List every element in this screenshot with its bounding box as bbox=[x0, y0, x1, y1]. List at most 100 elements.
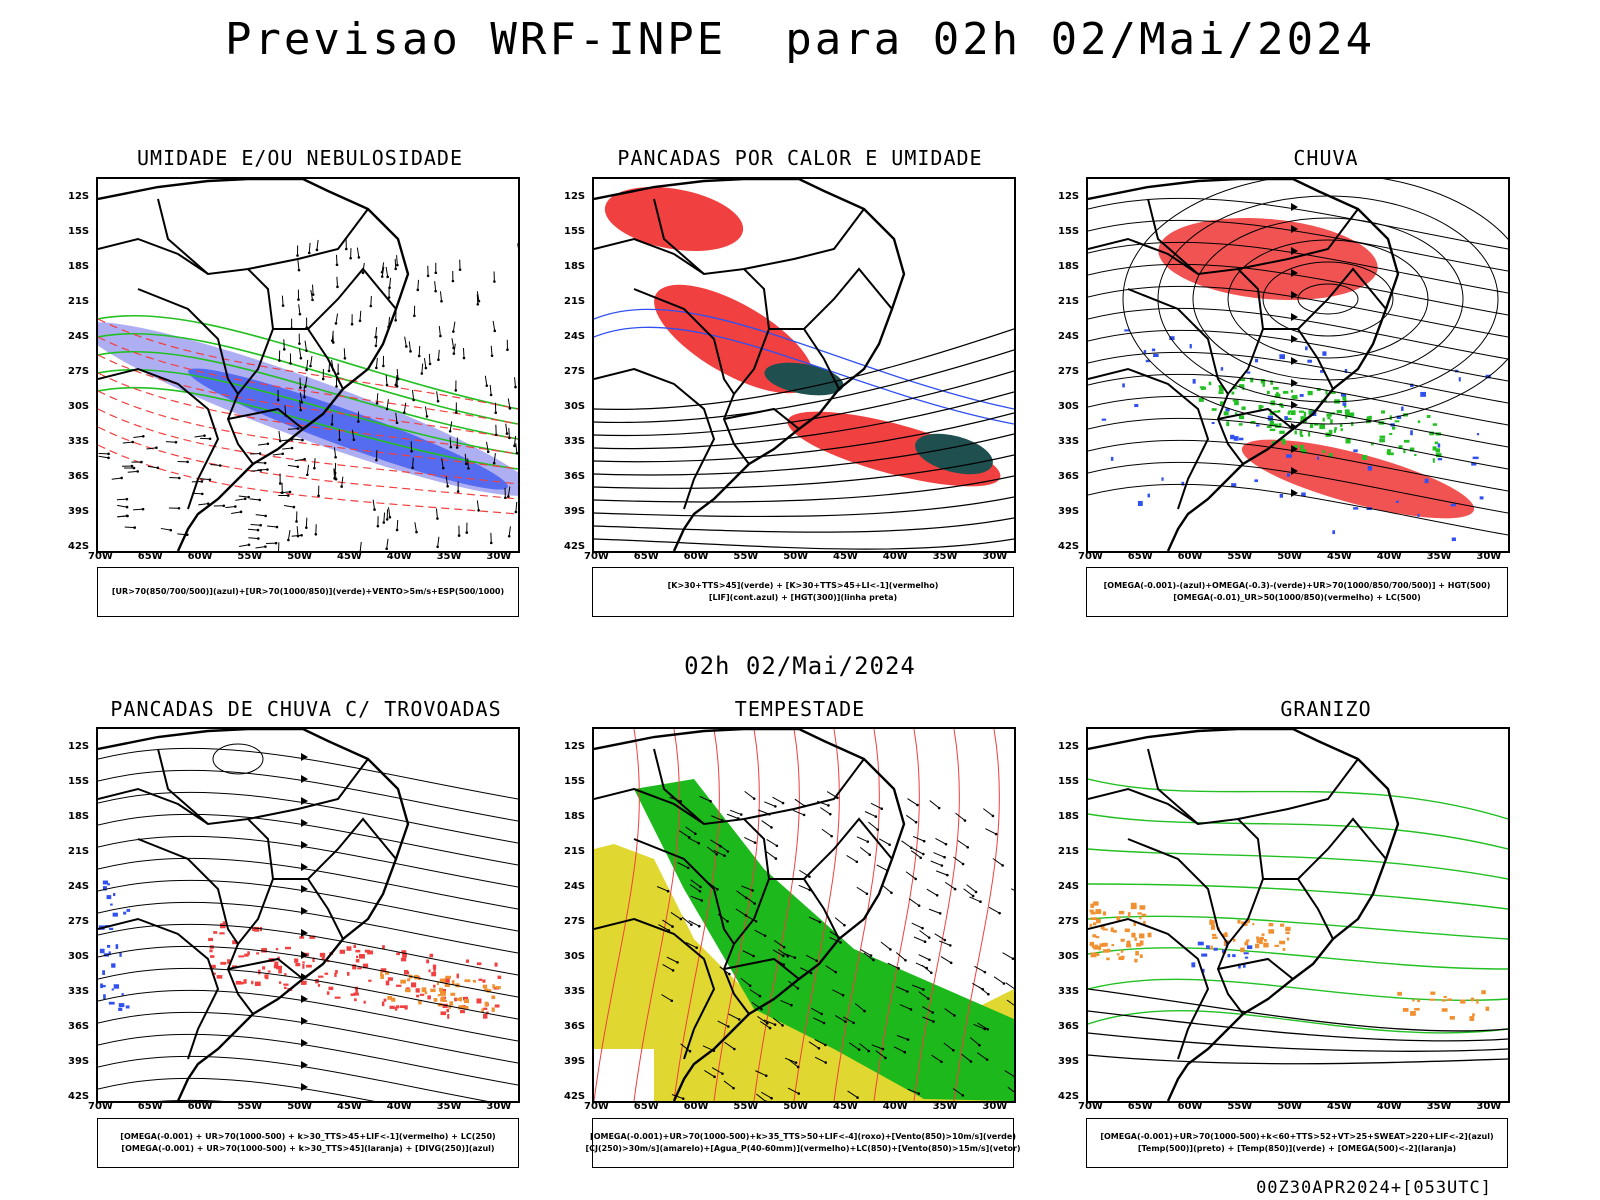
lon-tick-label: 70W bbox=[88, 1101, 113, 1112]
map-pancadas-calor bbox=[592, 177, 1016, 553]
legend-pancadas-calor: [K>30+TTS>45](verde) + [K>30+TTS>45+LI<-… bbox=[592, 567, 1014, 617]
map-graphics bbox=[98, 179, 518, 551]
lon-tick-label: 50W bbox=[1277, 1101, 1303, 1112]
run-code-label: 00Z30APR2024+[053UTC] bbox=[1256, 1178, 1492, 1198]
lon-tick-label: 50W bbox=[1277, 551, 1303, 562]
lon-tick-label: 35W bbox=[1426, 1101, 1452, 1112]
lat-tick-label: 15S bbox=[1058, 226, 1080, 237]
lat-tick-label: 42S bbox=[1058, 541, 1080, 552]
lon-tick-label: 30W bbox=[982, 551, 1008, 562]
lat-tick-label: 18S bbox=[68, 811, 90, 822]
lat-tick-label: 12S bbox=[1058, 191, 1080, 202]
lon-tick-label: 40W bbox=[882, 551, 908, 562]
lon-tick-label: 30W bbox=[486, 551, 512, 562]
lat-tick-label: 39S bbox=[68, 506, 90, 517]
lat-tick-label: 24S bbox=[564, 881, 586, 892]
legend-chuva: [OMEGA(-0.001)-(azul)+OMEGA(-0.3)-(verde… bbox=[1086, 567, 1508, 617]
legend-line-2: [CJ(250)>30m/s](amarelo)+[Agua_P(40-60mm… bbox=[585, 1144, 1021, 1153]
lat-tick-label: 21S bbox=[68, 846, 90, 857]
lon-tick-label: 65W bbox=[1127, 551, 1153, 562]
map-graphics bbox=[594, 179, 1014, 551]
lat-tick-label: 30S bbox=[68, 401, 90, 412]
lon-tick-label: 40W bbox=[1376, 551, 1402, 562]
lat-tick-label: 18S bbox=[1058, 261, 1080, 272]
panel-title-umidade: UMIDADE E/OU NEBULOSIDADE bbox=[136, 146, 464, 170]
lon-tick-label: 45W bbox=[337, 551, 362, 562]
panel-title-tempestade: TEMPESTADE bbox=[734, 697, 866, 721]
lon-tick-label: 40W bbox=[386, 551, 412, 562]
lat-tick-label: 39S bbox=[1058, 506, 1080, 517]
legend-line-1: [UR>70(850/700/500)](azul)+[UR>70(1000/8… bbox=[111, 587, 505, 596]
lat-tick-label: 18S bbox=[564, 811, 586, 822]
lat-tick-label: 36S bbox=[68, 471, 90, 482]
map-umidade bbox=[96, 177, 520, 553]
lon-tick-label: 45W bbox=[1327, 551, 1352, 562]
lon-tick-label: 30W bbox=[982, 1101, 1008, 1112]
lon-tick-label: 50W bbox=[287, 551, 313, 562]
lon-tick-label: 45W bbox=[833, 1101, 858, 1112]
lon-tick-label: 65W bbox=[137, 551, 163, 562]
lat-tick-label: 36S bbox=[1058, 471, 1080, 482]
lon-tick-label: 55W bbox=[1227, 1101, 1253, 1112]
lon-tick-label: 55W bbox=[733, 1101, 759, 1112]
lat-tick-label: 39S bbox=[564, 1056, 586, 1067]
lon-tick-label: 45W bbox=[833, 551, 858, 562]
legend-line-1: [OMEGA(-0.001)-(azul)+OMEGA(-0.3)-(verde… bbox=[1103, 581, 1491, 590]
lat-tick-label: 30S bbox=[1058, 951, 1080, 962]
legend-line-1: [K>30+TTS>45](verde) + [K>30+TTS>45+LI<-… bbox=[667, 581, 939, 590]
lat-tick-label: 12S bbox=[564, 741, 586, 752]
lon-tick-label: 35W bbox=[932, 1101, 958, 1112]
lon-tick-label: 50W bbox=[783, 551, 809, 562]
legend-umidade: [UR>70(850/700/500)](azul)+[UR>70(1000/8… bbox=[97, 567, 519, 617]
lat-tick-label: 15S bbox=[1058, 776, 1080, 787]
lat-tick-label: 27S bbox=[564, 366, 586, 377]
legend-granizo: [OMEGA(-0.001)+UR>70(1000-500)+k<60+TTS>… bbox=[1086, 1118, 1508, 1168]
lat-tick-label: 30S bbox=[1058, 401, 1080, 412]
legend-line-1: [OMEGA(-0.001)+UR>70(1000-500)+k<60+TTS>… bbox=[1100, 1132, 1494, 1141]
lon-tick-label: 40W bbox=[1376, 1101, 1402, 1112]
lat-tick-label: 33S bbox=[1058, 436, 1080, 447]
legend-line-2: [Temp(500)](preto) + [Temp(850)](verde) … bbox=[1137, 1144, 1457, 1153]
lat-tick-label: 12S bbox=[564, 191, 586, 202]
lon-tick-label: 30W bbox=[1476, 551, 1502, 562]
lat-tick-label: 30S bbox=[68, 951, 90, 962]
legend-line-2: [LIF](cont.azul) + [HGT(300)](linha pret… bbox=[708, 593, 898, 602]
lat-tick-label: 27S bbox=[68, 916, 90, 927]
lat-tick-label: 42S bbox=[1058, 1091, 1080, 1102]
lon-tick-label: 65W bbox=[633, 551, 659, 562]
lat-tick-label: 39S bbox=[1058, 1056, 1080, 1067]
lat-tick-label: 12S bbox=[1058, 741, 1080, 752]
lon-tick-label: 40W bbox=[882, 1101, 908, 1112]
map-graphics bbox=[1088, 179, 1508, 551]
lon-tick-label: 30W bbox=[486, 1101, 512, 1112]
panel-title-granizo: GRANIZO bbox=[1280, 697, 1372, 721]
legend-line-2: [OMEGA(-0.001) + UR>70(1000-500) + k>30_… bbox=[121, 1144, 495, 1153]
lat-tick-label: 39S bbox=[68, 1056, 90, 1067]
map-granizo bbox=[1086, 727, 1510, 1103]
legend-line-1: [OMEGA(-0.001)+UR>70(1000-500)+k>35_TTS>… bbox=[590, 1132, 1016, 1141]
map-trovoadas bbox=[96, 727, 520, 1103]
lat-tick-label: 39S bbox=[564, 506, 586, 517]
lon-tick-label: 45W bbox=[1327, 1101, 1352, 1112]
lon-tick-label: 50W bbox=[287, 1101, 313, 1112]
lon-tick-label: 35W bbox=[932, 551, 958, 562]
map-graphics bbox=[1088, 729, 1508, 1101]
lat-tick-label: 21S bbox=[68, 296, 90, 307]
lat-tick-label: 21S bbox=[564, 846, 586, 857]
map-chuva bbox=[1086, 177, 1510, 553]
panel-title-pancadas-calor: PANCADAS POR CALOR E UMIDADE bbox=[617, 146, 983, 170]
lon-tick-label: 70W bbox=[88, 551, 113, 562]
lon-tick-label: 60W bbox=[1177, 1101, 1203, 1112]
lat-tick-label: 24S bbox=[564, 331, 586, 342]
legend-tempestade: [OMEGA(-0.001)+UR>70(1000-500)+k>35_TTS>… bbox=[585, 1118, 1021, 1168]
lon-tick-label: 65W bbox=[633, 1101, 659, 1112]
lat-tick-label: 24S bbox=[1058, 881, 1080, 892]
map-tempestade bbox=[592, 727, 1016, 1103]
lat-tick-label: 18S bbox=[1058, 811, 1080, 822]
lat-tick-label: 27S bbox=[1058, 916, 1080, 927]
lat-tick-label: 27S bbox=[1058, 366, 1080, 377]
lat-tick-label: 30S bbox=[564, 951, 586, 962]
lon-tick-label: 55W bbox=[1227, 551, 1253, 562]
lon-tick-label: 65W bbox=[137, 1101, 163, 1112]
legend-trovoadas: [OMEGA(-0.001) + UR>70(1000-500) + k>30_… bbox=[97, 1118, 519, 1168]
